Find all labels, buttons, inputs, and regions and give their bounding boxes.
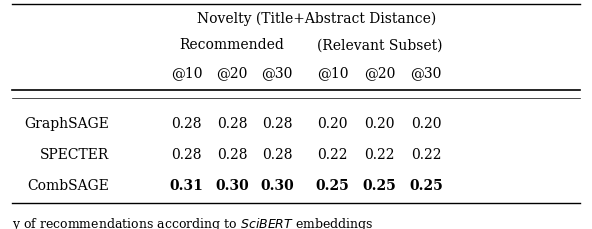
Text: 0.28: 0.28 [262,147,292,161]
Text: 0.20: 0.20 [364,117,395,131]
Text: SPECTER: SPECTER [40,147,110,161]
Text: @30: @30 [411,66,442,80]
Text: 0.22: 0.22 [364,147,395,161]
Text: Novelty (Title+Abstract Distance): Novelty (Title+Abstract Distance) [197,11,436,26]
Text: 0.25: 0.25 [316,178,350,192]
Text: 0.30: 0.30 [215,178,249,192]
Text: 0.25: 0.25 [362,178,397,192]
Text: 0.28: 0.28 [262,117,292,131]
Text: 0.28: 0.28 [217,117,247,131]
Text: (Relevant Subset): (Relevant Subset) [317,38,442,52]
Text: 0.28: 0.28 [171,117,202,131]
Text: 0.30: 0.30 [260,178,294,192]
Text: GraphSAGE: GraphSAGE [25,117,110,131]
Text: @10: @10 [170,66,202,80]
Text: Recommended: Recommended [179,38,284,52]
Text: y of recommendations according to $\mathit{SciBERT}$ embeddings: y of recommendations according to $\math… [12,215,374,229]
Text: 0.22: 0.22 [411,147,442,161]
Text: 0.28: 0.28 [217,147,247,161]
Text: 0.20: 0.20 [317,117,348,131]
Text: @20: @20 [364,66,395,80]
Text: 0.31: 0.31 [169,178,204,192]
Text: @30: @30 [262,66,292,80]
Text: 0.22: 0.22 [317,147,348,161]
Text: @20: @20 [217,66,247,80]
Text: 0.20: 0.20 [411,117,442,131]
Text: 0.28: 0.28 [171,147,202,161]
Text: 0.25: 0.25 [409,178,443,192]
Text: CombSAGE: CombSAGE [28,178,110,192]
Text: @10: @10 [317,66,349,80]
